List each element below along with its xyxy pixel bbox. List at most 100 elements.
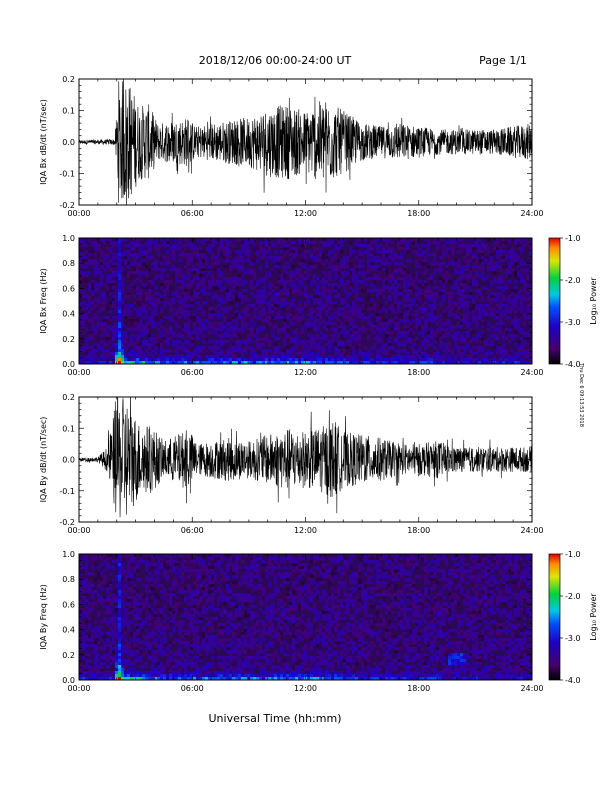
spectrogram-cell xyxy=(151,280,155,284)
spectrogram-cell xyxy=(271,304,275,308)
spectrogram-cell xyxy=(457,262,461,266)
spectrogram-cell xyxy=(454,337,458,341)
page-number: Page 1/1 xyxy=(479,54,527,67)
spectrogram-cell xyxy=(394,328,398,332)
spectrogram-cell xyxy=(373,286,377,290)
spectrogram-cell xyxy=(355,277,359,281)
spectrogram-cell xyxy=(226,244,230,248)
spectrogram-cell xyxy=(445,358,449,362)
spectrogram-cell xyxy=(178,313,182,317)
spectrogram-cell xyxy=(118,316,122,320)
spectrogram-cell xyxy=(139,280,143,284)
spectrogram-cell xyxy=(121,656,125,660)
spectrogram-cell xyxy=(406,304,410,308)
spectrogram-cell xyxy=(178,268,182,272)
spectrogram-cell xyxy=(118,325,122,329)
spectrogram-cell xyxy=(121,584,125,588)
spectrogram-cell xyxy=(457,325,461,329)
spectrogram-cell xyxy=(214,295,218,299)
spectrogram-cell xyxy=(82,587,86,591)
spectrogram-cell xyxy=(127,554,131,558)
spectrogram-cell xyxy=(145,644,149,648)
spectrogram-cell xyxy=(187,328,191,332)
spectrogram-cell xyxy=(316,313,320,317)
spectrogram-cell xyxy=(220,295,224,299)
spectrogram-cell xyxy=(85,605,89,609)
spectrogram-cell xyxy=(487,238,491,242)
spectrogram-cell xyxy=(274,286,278,290)
spectrogram-cell xyxy=(130,560,134,564)
spectrogram-cell xyxy=(286,355,290,359)
spectrogram-cell xyxy=(223,358,227,362)
spectrogram-cell xyxy=(118,572,122,576)
spectrogram-cell xyxy=(136,352,140,356)
spectrogram-cell xyxy=(328,355,332,359)
spectrogram-cell xyxy=(217,295,221,299)
colorbar-tick-label: -4.0 xyxy=(565,360,581,369)
spectrogram-cell xyxy=(370,328,374,332)
spectrogram-cell xyxy=(133,635,137,639)
spectrogram-cell xyxy=(415,274,419,278)
spectrogram-cell xyxy=(118,578,122,582)
spectrogram-cell xyxy=(133,247,137,251)
spectrogram-cell xyxy=(514,358,518,362)
spectrogram-cell xyxy=(139,349,143,353)
spectrogram-cell xyxy=(370,304,374,308)
spectrogram-cell xyxy=(139,250,143,254)
spectrogram-cell xyxy=(106,620,110,624)
spectrogram-cell xyxy=(469,250,473,254)
spectrogram-cell xyxy=(403,277,407,281)
spectrogram-cell xyxy=(97,635,101,639)
spectrogram-cell xyxy=(133,307,137,311)
spectrogram-cell xyxy=(157,647,161,651)
spectrogram-cell xyxy=(91,566,95,570)
spectrogram-cell xyxy=(286,334,290,338)
spectrogram-cell xyxy=(259,310,263,314)
spectrogram-cell xyxy=(325,277,329,281)
spectrogram-cell xyxy=(454,310,458,314)
spectrogram-cell xyxy=(217,340,221,344)
spectrogram-cell xyxy=(508,310,512,314)
spectrogram-cell xyxy=(406,361,410,365)
spectrogram-cell xyxy=(298,241,302,245)
spectrogram-cell xyxy=(481,313,485,317)
spectrogram-cell xyxy=(385,301,389,305)
spectrogram-cell xyxy=(355,325,359,329)
x-tick-label: 24:00 xyxy=(520,368,543,377)
spectrogram-cell xyxy=(271,319,275,323)
spectrogram-cell xyxy=(214,280,218,284)
spectrogram-cell xyxy=(397,331,401,335)
spectrogram-cell xyxy=(286,238,290,242)
spectrogram-cell xyxy=(220,352,224,356)
spectrogram-cell xyxy=(151,665,155,669)
spectrogram-cell xyxy=(106,575,110,579)
spectrogram-cell xyxy=(328,298,332,302)
spectrogram-cell xyxy=(523,352,527,356)
spectrogram-cell xyxy=(133,677,137,681)
spectrogram-cell xyxy=(442,298,446,302)
spectrogram-cell xyxy=(451,241,455,245)
spectrogram-cell xyxy=(430,307,434,311)
spectrogram-cell xyxy=(421,250,425,254)
spectrogram-cell xyxy=(280,241,284,245)
spectrogram-cell xyxy=(451,313,455,317)
spectrogram-cell xyxy=(253,340,257,344)
spectrogram-cell xyxy=(145,349,149,353)
spectrogram-cell xyxy=(97,596,101,600)
spectrogram-cell xyxy=(229,265,233,269)
spectrogram-cell xyxy=(106,647,110,651)
spectrogram-cell xyxy=(136,629,140,633)
spectrogram-cell xyxy=(391,331,395,335)
spectrogram-cell xyxy=(391,277,395,281)
spectrogram-cell xyxy=(406,280,410,284)
spectrogram-cell xyxy=(334,328,338,332)
spectrogram-cell xyxy=(106,268,110,272)
spectrogram-cell xyxy=(130,599,134,603)
spectrogram-cell xyxy=(124,337,128,341)
spectrogram-cell xyxy=(292,358,296,362)
spectrogram-cell xyxy=(232,289,236,293)
spectrogram-cell xyxy=(514,262,518,266)
spectrogram-cell xyxy=(106,605,110,609)
spectrogram-cell xyxy=(283,328,287,332)
spectrogram-cell xyxy=(130,674,134,678)
